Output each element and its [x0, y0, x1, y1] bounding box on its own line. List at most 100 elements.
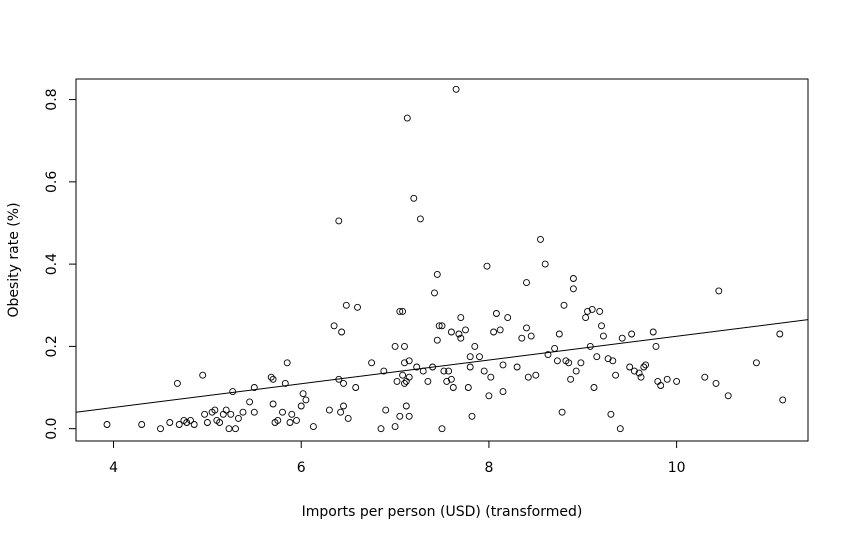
data-point: [166, 419, 174, 426]
data-point: [630, 367, 638, 375]
data-point: [340, 379, 347, 387]
data-point: [596, 307, 604, 315]
data-point: [590, 384, 598, 391]
data-point: [471, 342, 479, 350]
data-point: [724, 392, 732, 400]
data-point: [337, 408, 345, 416]
data-point: [413, 363, 421, 371]
data-point: [438, 425, 446, 433]
data-point: [435, 322, 443, 330]
data-point: [399, 307, 407, 315]
data-point: [569, 275, 577, 282]
data-point: [480, 367, 488, 375]
data-point: [199, 371, 207, 379]
data-point: [598, 322, 605, 330]
data-point: [652, 342, 660, 350]
y-tick-label: 0.4: [44, 253, 60, 275]
data-point: [712, 379, 720, 387]
data-point: [635, 369, 643, 377]
data-point: [173, 379, 181, 387]
data-point: [457, 334, 465, 342]
data-point: [352, 384, 360, 391]
data-point: [405, 373, 413, 381]
data-point: [405, 357, 413, 365]
data-point: [219, 410, 227, 418]
x-axis-label: Imports per person (USD) (transformed): [302, 504, 583, 520]
y-axis: 0.0 0.2 0.4 0.6 0.8: [44, 88, 77, 440]
data-point: [527, 332, 535, 340]
data-point: [499, 388, 507, 396]
data-point: [433, 336, 441, 344]
data-point: [496, 326, 504, 334]
data-point: [299, 390, 307, 398]
data-points: [103, 85, 787, 433]
data-point: [490, 328, 498, 336]
data-point: [401, 359, 408, 367]
data-point: [239, 408, 247, 416]
data-point: [368, 359, 376, 367]
data-point: [626, 363, 634, 371]
data-point: [232, 425, 239, 433]
data-point: [330, 322, 338, 330]
data-point: [429, 363, 437, 371]
data-point: [457, 314, 465, 322]
data-point: [431, 289, 438, 297]
data-point: [452, 85, 460, 93]
data-point: [523, 324, 530, 332]
data-point: [609, 357, 617, 365]
data-point: [183, 419, 191, 426]
data-point: [582, 314, 590, 322]
x-tick-label: 4: [109, 460, 118, 476]
data-point: [201, 410, 209, 418]
data-point: [555, 330, 563, 338]
data-point: [462, 326, 469, 334]
data-point: [391, 423, 399, 431]
x-tick-label: 8: [484, 460, 493, 476]
data-point: [302, 396, 310, 404]
data-point: [342, 301, 350, 309]
data-point: [380, 367, 388, 375]
data-point: [640, 363, 648, 371]
data-point: [776, 330, 784, 338]
data-point: [701, 373, 709, 381]
data-point: [344, 414, 352, 422]
data-point: [584, 307, 591, 315]
data-point: [466, 353, 474, 361]
data-point: [447, 375, 455, 383]
data-point: [553, 357, 561, 365]
data-point: [382, 406, 390, 414]
data-point: [572, 367, 580, 375]
data-point: [485, 392, 493, 400]
data-point: [492, 310, 500, 317]
y-tick-label: 0.2: [44, 335, 60, 357]
data-point: [657, 382, 665, 389]
data-point: [269, 400, 277, 408]
data-point: [203, 419, 211, 426]
data-point: [401, 379, 408, 387]
data-point: [449, 384, 457, 391]
data-point: [354, 303, 361, 311]
data-point: [642, 361, 650, 369]
data-point: [325, 406, 333, 414]
data-point: [157, 425, 164, 433]
data-point: [279, 408, 286, 416]
data-point: [476, 353, 483, 361]
data-point: [663, 375, 671, 383]
data-point: [402, 402, 410, 410]
data-point: [483, 262, 491, 270]
y-tick-label: 0.8: [44, 88, 60, 110]
trend-line: [75, 319, 809, 413]
data-point: [222, 406, 230, 414]
data-point: [391, 342, 399, 350]
plot-frame: [75, 78, 809, 442]
data-point: [211, 406, 219, 414]
data-point: [612, 371, 620, 379]
data-point: [377, 425, 385, 433]
data-point: [445, 367, 453, 375]
data-point: [293, 416, 300, 424]
data-point: [250, 384, 258, 391]
data-point: [586, 342, 594, 350]
data-point: [654, 377, 662, 385]
data-point: [565, 359, 573, 367]
